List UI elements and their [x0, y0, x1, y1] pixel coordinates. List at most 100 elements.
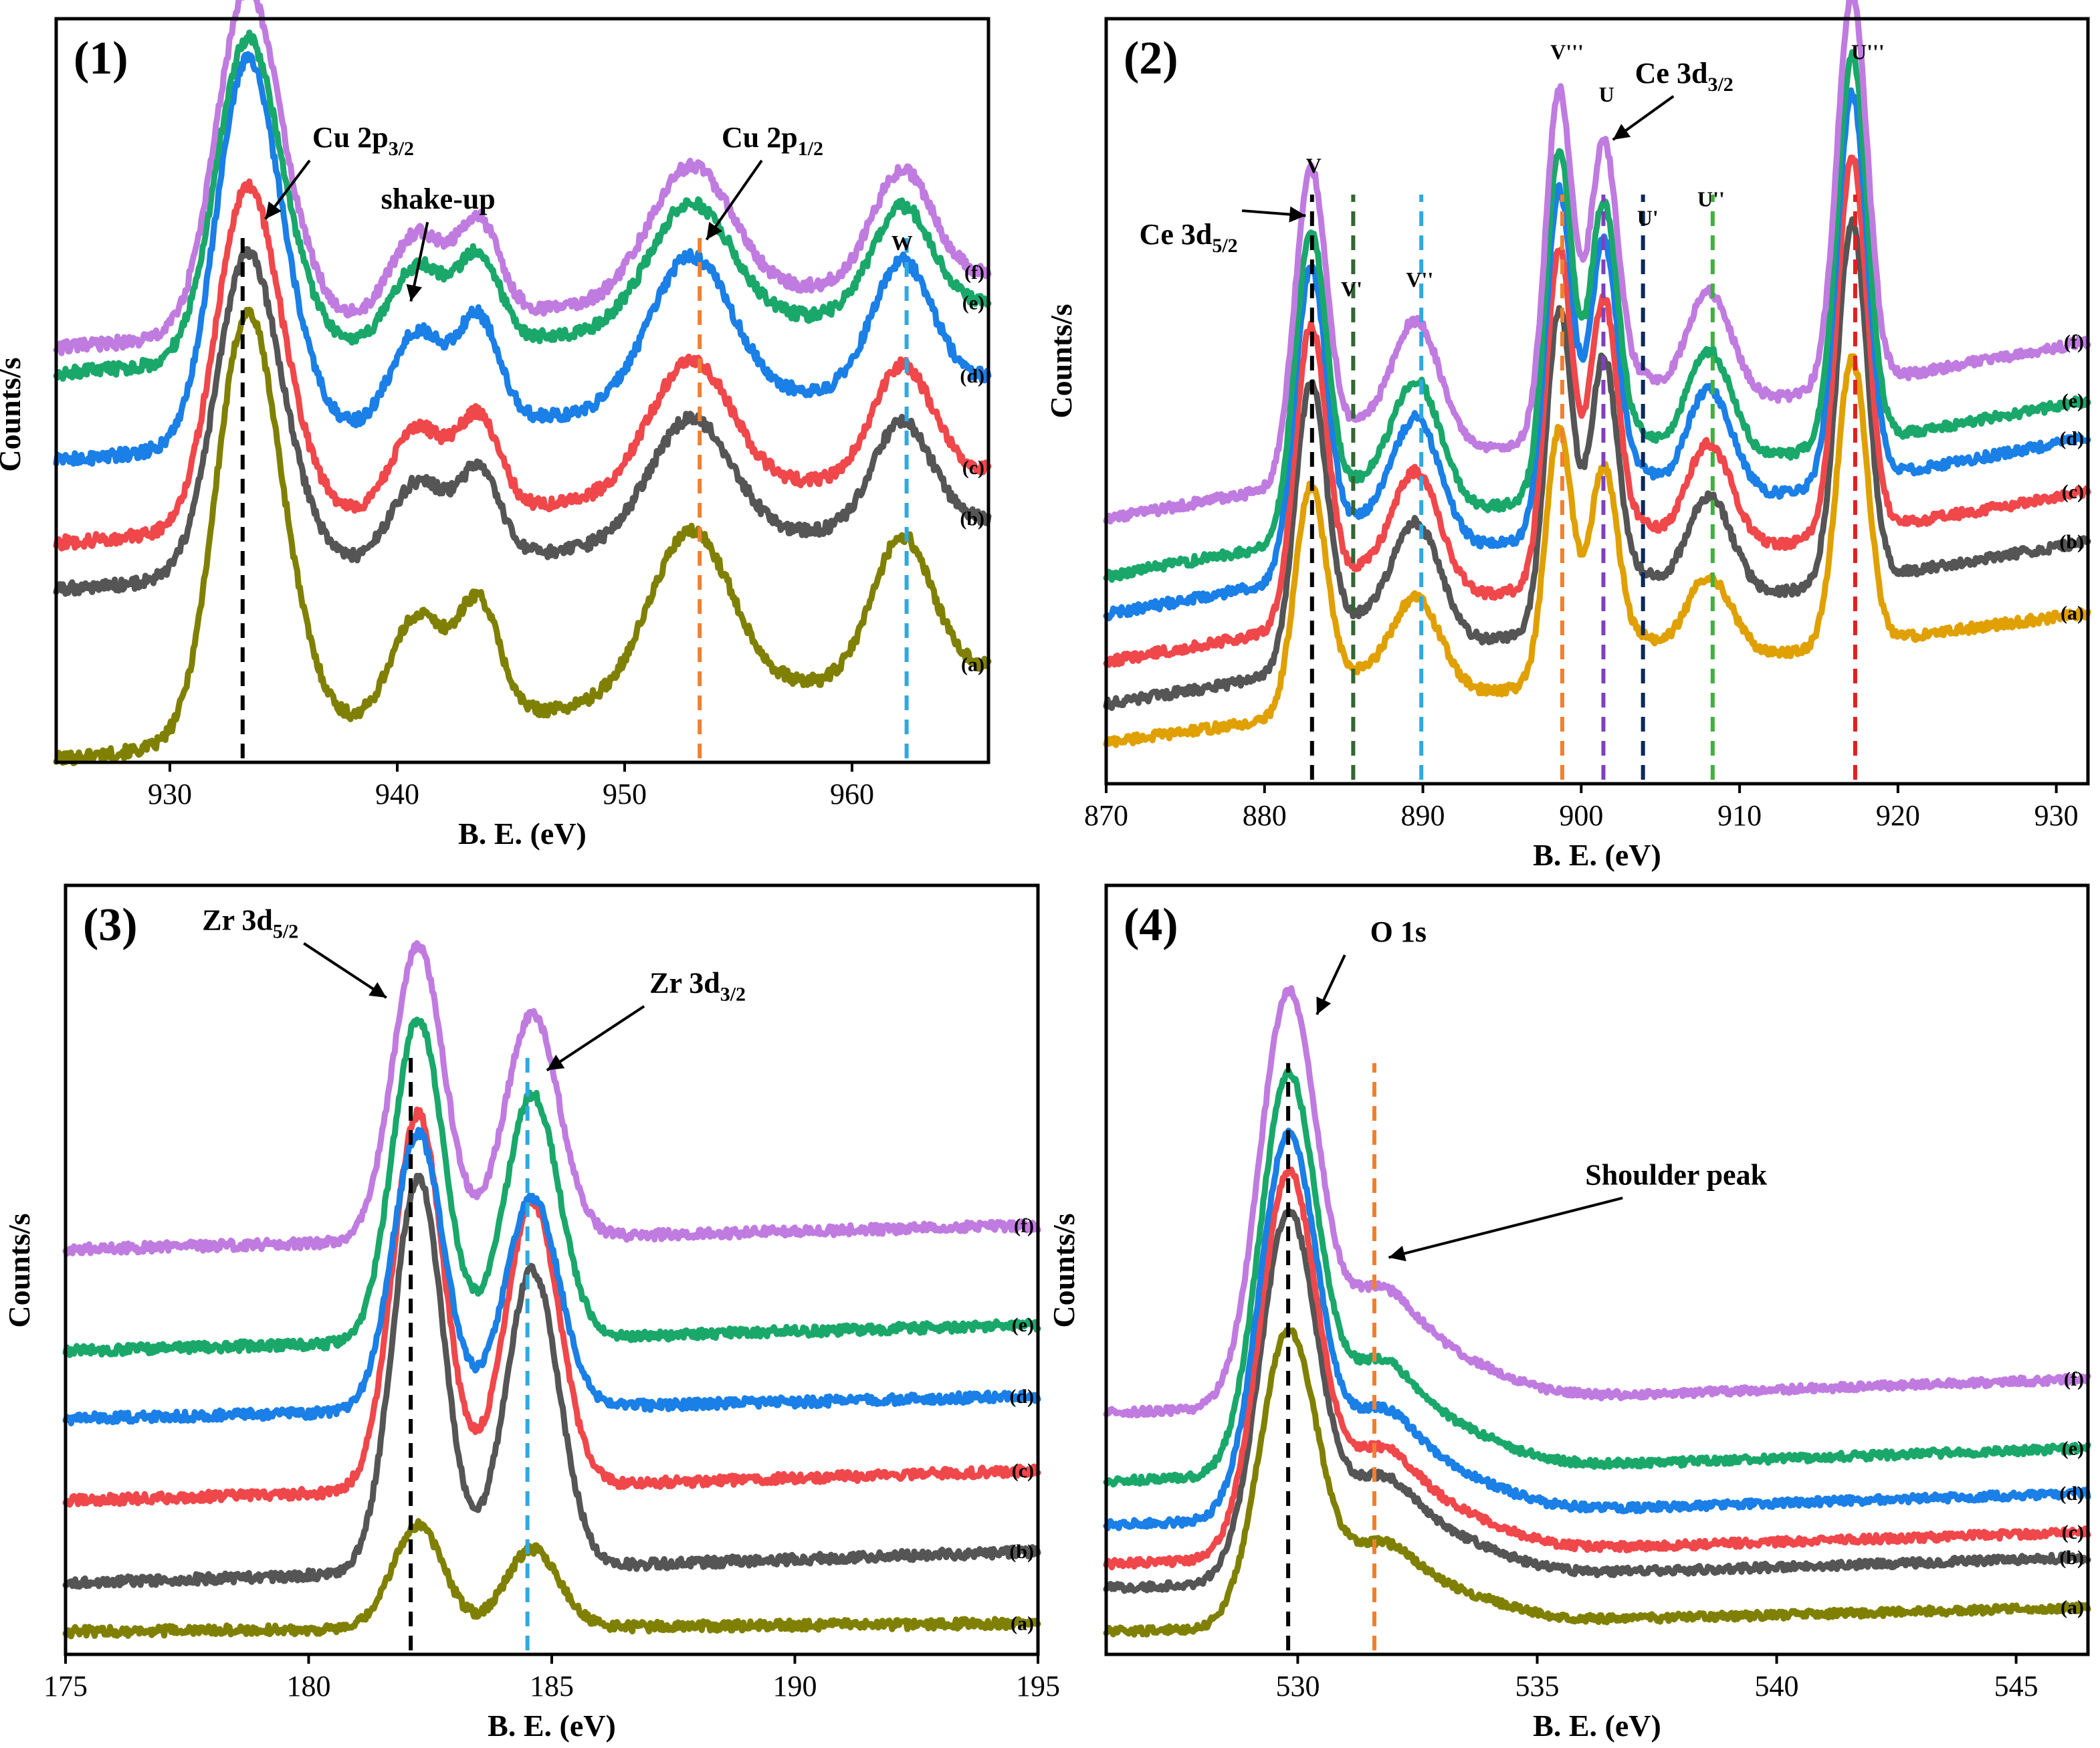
y-axis-title: Counts/s — [2, 1213, 36, 1327]
series-curve-b — [1103, 216, 2091, 712]
annotation-text: Cu 2p — [722, 121, 798, 154]
x-tick-label: 950 — [603, 778, 647, 810]
x-tick-label: 175 — [43, 1670, 88, 1703]
series-label-a: (a) — [2061, 1597, 2084, 1619]
annotation-text: Ce 3d — [1635, 57, 1708, 90]
series-curve-d — [1103, 87, 2091, 622]
annotation-arrowhead — [369, 982, 387, 998]
annotation-subscript: 3/2 — [720, 984, 746, 1006]
series-label-f: (f) — [964, 261, 984, 284]
x-tick-label: 185 — [530, 1670, 574, 1703]
panel-2: 870 880 890 900 910 920 930 B. E. (eV) Counts/s (… — [1044, 0, 2091, 872]
peak-label: U — [1599, 82, 1614, 106]
annotation-label: Shoulder peak — [1585, 1158, 1767, 1191]
annotation-arrow — [705, 159, 763, 241]
annotation-subscript: 3/2 — [1707, 74, 1733, 96]
annotation-label: Cu 2p3/2 — [312, 121, 414, 160]
x-tick-label: 880 — [1243, 799, 1287, 832]
series-label-c: (c) — [2062, 1521, 2084, 1543]
annotation-label: shake-up — [381, 183, 496, 215]
x-tick-label: 190 — [773, 1670, 817, 1703]
x-tick-label: 540 — [1755, 1670, 1799, 1703]
series-curve-e — [53, 29, 992, 382]
panel-label: (4) — [1124, 899, 1178, 951]
annotation-arrowhead — [1612, 124, 1631, 140]
series-label-d: (d) — [960, 365, 984, 387]
annotation-subscript: 3/2 — [389, 138, 414, 160]
series-curve-f — [1103, 985, 2091, 1419]
series-label-e: (e) — [962, 292, 984, 314]
x-tick-label: 960 — [830, 778, 874, 810]
series-curve-f — [62, 940, 1041, 1257]
x-tick-label: 890 — [1401, 799, 1445, 832]
series-curve-b — [1103, 1208, 2091, 1594]
series-curve-a — [62, 1518, 1041, 1640]
annotation-text: Ce 3d — [1140, 218, 1213, 251]
annotation-arrowhead — [546, 1055, 565, 1071]
x-tick-label: 930 — [148, 778, 192, 810]
series-curve-c — [1103, 154, 2091, 668]
series-curve-a — [1103, 353, 2091, 748]
peak-label: U'' — [1697, 187, 1725, 211]
x-tick-label: 870 — [1084, 799, 1128, 832]
annotation-arrowhead — [406, 284, 423, 302]
annotation-label: Cu 2p1/2 — [722, 121, 823, 160]
x-tick-label: 535 — [1515, 1670, 1559, 1703]
series-label-f: (f) — [1014, 1214, 1034, 1236]
series-label-e: (e) — [1012, 1314, 1034, 1336]
annotation-arrow — [1388, 1196, 1623, 1259]
series-label-d: (d) — [1009, 1386, 1034, 1408]
y-axis-title: Counts/s — [1047, 1213, 1081, 1327]
series-curve-c — [1103, 1166, 2091, 1571]
annotation-subscript: 5/2 — [273, 921, 298, 943]
x-tick-label: 930 — [2034, 799, 2079, 832]
annotation-text: Shoulder peak — [1585, 1158, 1767, 1191]
series-curve-d — [53, 51, 992, 467]
series-label-c: (c) — [1012, 1460, 1034, 1482]
x-axis-title: B. E. (eV) — [488, 1709, 616, 1743]
x-tick-label: 910 — [1717, 799, 1762, 832]
series-curve-c — [62, 1106, 1041, 1508]
annotation-arrowhead — [706, 221, 722, 240]
series-label-b: (b) — [2059, 531, 2084, 553]
x-tick-label: 900 — [1559, 799, 1603, 832]
panel-3: 175 180 185 190 195 B. E. (eV) Counts/s (3) (a) (… — [2, 883, 1060, 1743]
series-curve-e — [62, 1016, 1041, 1358]
panel-label: (3) — [83, 899, 138, 951]
panel-1: 930 940 950 960 B. E. (eV) Counts/s (1) (a) (b) (… — [0, 0, 992, 851]
x-tick-label: 545 — [1994, 1670, 2038, 1703]
annotation-arrowhead — [265, 201, 282, 219]
annotation-text: Zr 3d — [202, 904, 273, 937]
annotation-text: Zr 3d — [649, 967, 720, 1000]
annotation-label: O 1s — [1370, 915, 1427, 948]
peak-label: U''' — [1851, 39, 1885, 64]
annotation-label: Zr 3d5/2 — [202, 904, 298, 943]
annotation-subscript: 1/2 — [798, 138, 823, 160]
series-curve-f — [1103, 0, 2091, 525]
annotation-label: Ce 3d3/2 — [1635, 57, 1734, 96]
panel-label: (2) — [1124, 33, 1178, 84]
series-label-a: (a) — [2061, 602, 2084, 624]
series-label-b: (b) — [1009, 1541, 1034, 1563]
annotation-label: Zr 3d3/2 — [649, 967, 746, 1006]
plot-frame — [1104, 883, 2090, 1656]
annotation-label: Ce 3d5/2 — [1140, 218, 1238, 257]
peak-label: V' — [1341, 277, 1362, 301]
series-curve-d — [1103, 1127, 2091, 1531]
series-label-c: (c) — [962, 457, 984, 479]
series-curve-e — [1103, 1067, 2091, 1488]
panel-4: 530 535 540 545 B. E. (eV) Counts/s (4) (a) (b) (… — [1047, 883, 2091, 1743]
peak-label: U' — [1637, 206, 1659, 230]
annotation-text: Cu 2p — [312, 121, 389, 154]
series-label-a: (a) — [1011, 1612, 1034, 1634]
x-axis-title: B. E. (eV) — [1533, 1709, 1661, 1743]
peak-label: W — [891, 231, 913, 255]
x-tick-label: 920 — [1876, 799, 1920, 832]
series-curve-b — [62, 1172, 1041, 1590]
annotation-arrow — [303, 942, 387, 999]
x-axis-title: B. E. (eV) — [1533, 838, 1661, 872]
x-axis-title: B. E. (eV) — [458, 816, 587, 851]
series-curve-a — [1103, 1327, 2091, 1638]
series-label-d: (d) — [2059, 428, 2084, 450]
